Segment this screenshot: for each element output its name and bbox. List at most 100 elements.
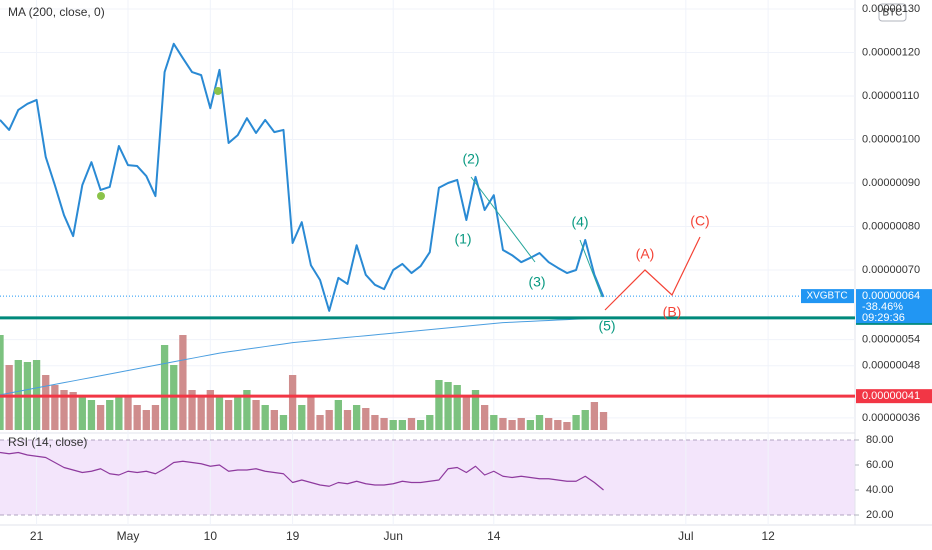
y-tick-label: 0.00000110: [862, 90, 919, 102]
rsi-line: [0, 451, 604, 491]
y-tick-label: 0.00000090: [862, 177, 920, 189]
volume-bar: [234, 395, 242, 430]
wave-line: [579, 239, 603, 298]
volume-bar: [435, 380, 443, 430]
volume-bar: [426, 415, 434, 430]
volume-bar: [279, 415, 288, 430]
y-tick-label: 60.00: [866, 459, 894, 471]
volume-bar: [471, 390, 480, 430]
volume-bar: [343, 410, 352, 430]
volume-bar: [499, 418, 507, 430]
x-tick-label: Jun: [384, 529, 403, 543]
rsi-band: [0, 440, 855, 515]
volume-bar: [599, 412, 608, 430]
volume-bar: [316, 415, 324, 430]
volume-bar: [545, 418, 553, 430]
level-badge: [856, 389, 932, 404]
x-tick-label: 10: [204, 529, 218, 543]
y-tick-label: 0.00000120: [862, 46, 920, 58]
volume-bar: [243, 390, 251, 430]
x-tick-label: Jul: [678, 529, 693, 543]
volume-bar: [398, 420, 407, 430]
volume-bar: [115, 395, 123, 430]
last-price-label: 0.00000064: [862, 290, 920, 302]
volume-bar: [581, 410, 589, 430]
volume-bar: [371, 415, 379, 430]
y-tick-label: 0.00000036: [862, 412, 920, 424]
volume-bar: [197, 395, 205, 430]
y-tick-label: 20.00: [866, 509, 894, 521]
volume-bar: [380, 418, 388, 430]
volume-bar: [334, 400, 342, 430]
ma-legend: MA (200, close, 0): [8, 5, 105, 19]
y-tick-label: 0.00000048: [862, 360, 920, 372]
volume-bar: [563, 422, 571, 430]
volume-bar: [78, 395, 86, 430]
y-tick-label: 40.00: [866, 484, 894, 496]
volume-bar: [87, 400, 96, 430]
volume-bar: [480, 405, 489, 430]
volume-bar: [96, 405, 105, 430]
y-tick-label: 80.00: [866, 434, 894, 446]
signal-dot: [97, 192, 105, 200]
volume-bar: [188, 390, 196, 430]
volume-bar: [206, 390, 214, 430]
volume-bar: [60, 390, 68, 430]
y-tick-label: 0.00000070: [862, 264, 920, 276]
x-tick-label: May: [117, 529, 140, 543]
volume-bar: [42, 375, 50, 430]
volume-bar: [526, 420, 535, 430]
volume-bar: [444, 382, 452, 430]
wave-line: [470, 176, 536, 263]
volume-bar: [590, 402, 599, 430]
wave-labels: (1) (2) (3) (4) (5) (A) (B) (C): [454, 151, 709, 334]
volume-bar: [261, 405, 269, 430]
y-tick-label: 0.00000054: [862, 334, 920, 346]
x-tick-label: 14: [487, 529, 501, 543]
volume-bar: [490, 415, 498, 430]
y-tick-label: 0.00000100: [862, 133, 920, 145]
volume-bar: [407, 418, 416, 430]
x-tick-label: 21: [30, 529, 44, 543]
ma-line: [0, 317, 604, 396]
x-tick-label: 12: [761, 529, 775, 543]
wave-label: (2): [462, 151, 479, 167]
volume-bar: [151, 405, 160, 430]
volume-bar: [462, 395, 471, 430]
volume-bar: [106, 400, 114, 430]
level-label: 0.00000041: [862, 390, 920, 402]
volume-bar: [0, 335, 4, 430]
correction-label: (C): [690, 213, 709, 229]
y-tick-label: 0.00000080: [862, 220, 920, 232]
unit-label[interactable]: BTC: [883, 8, 903, 19]
wave-label: (5): [598, 318, 615, 334]
volume-bar: [142, 410, 150, 430]
plot: [0, 0, 855, 525]
volume-bar: [160, 345, 169, 430]
volume-bar: [508, 420, 516, 430]
volume-bar: [535, 415, 544, 430]
x-tick-label: 19: [286, 529, 300, 543]
correction-label: (A): [636, 246, 655, 262]
volume-bar: [307, 395, 315, 430]
unit-box[interactable]: [878, 3, 907, 22]
rsi-legend: RSI (14, close): [8, 435, 87, 449]
countdown-label: 09:29:36: [862, 312, 905, 324]
volume-bar: [51, 385, 59, 430]
signal-dot: [214, 87, 222, 95]
last-price-badge: [856, 289, 932, 324]
volume-bar: [69, 392, 77, 430]
volume-bar: [572, 415, 580, 430]
volume-bar: [133, 405, 141, 430]
volume-bar: [362, 408, 370, 430]
volume-bar: [298, 405, 306, 430]
volume-bar: [179, 335, 187, 430]
correction-label: (B): [663, 304, 682, 320]
volume-bar: [124, 395, 132, 430]
symbol-badge: [801, 289, 854, 304]
volume-bar: [270, 410, 278, 430]
volume-bar: [554, 420, 562, 430]
volume-bar: [389, 420, 397, 430]
projection-line: [604, 236, 701, 311]
